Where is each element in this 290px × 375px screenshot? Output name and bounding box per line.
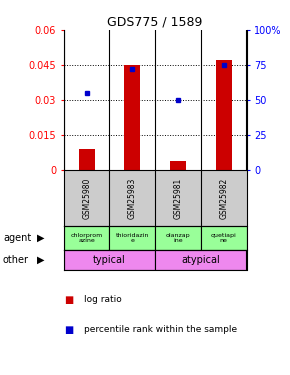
- Bar: [110, 226, 155, 250]
- Text: ▶: ▶: [37, 233, 44, 243]
- Text: olanzap
ine: olanzap ine: [166, 233, 190, 243]
- Text: agent: agent: [3, 233, 31, 243]
- Text: log ratio: log ratio: [84, 296, 122, 304]
- Text: GSM25982: GSM25982: [219, 177, 228, 219]
- Bar: [155, 250, 246, 270]
- Text: ■: ■: [64, 325, 73, 335]
- Bar: [64, 226, 110, 250]
- Text: chlorprom
azine: chlorprom azine: [70, 233, 103, 243]
- Text: other: other: [3, 255, 29, 265]
- Text: GSM25981: GSM25981: [173, 177, 182, 219]
- Text: GSM25983: GSM25983: [128, 177, 137, 219]
- Text: GSM25980: GSM25980: [82, 177, 91, 219]
- Bar: [79, 149, 95, 170]
- Text: percentile rank within the sample: percentile rank within the sample: [84, 326, 237, 334]
- Title: GDS775 / 1589: GDS775 / 1589: [108, 16, 203, 29]
- Text: quetiapi
ne: quetiapi ne: [211, 233, 237, 243]
- Bar: [170, 160, 186, 170]
- Bar: [64, 250, 155, 270]
- Text: thioridazin
e: thioridazin e: [116, 233, 149, 243]
- Text: ■: ■: [64, 295, 73, 305]
- Bar: [155, 226, 201, 250]
- Bar: [216, 60, 232, 170]
- Bar: [124, 65, 140, 170]
- Bar: [201, 226, 246, 250]
- Text: typical: typical: [93, 255, 126, 265]
- Text: ▶: ▶: [37, 255, 44, 265]
- Text: atypical: atypical: [182, 255, 220, 265]
